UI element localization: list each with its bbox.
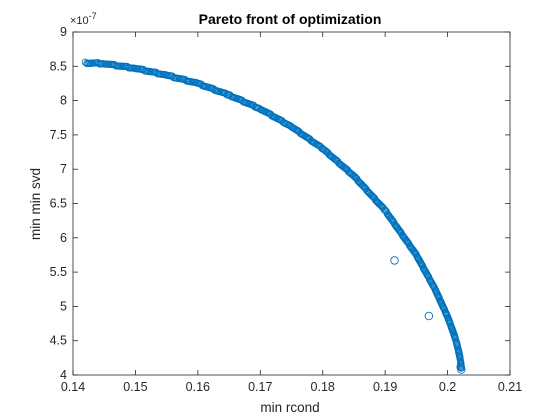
y-tick-label: 4.5 [50,334,67,348]
y-tick-label: 4 [60,368,67,382]
data-markers [81,58,466,374]
front-point [368,192,376,200]
front-point [351,173,360,182]
x-tick-label: 0.18 [311,380,335,394]
outlier-point [390,256,399,265]
outlier-point [424,311,434,321]
x-tick-label: 0.15 [123,380,147,394]
y-tick-label: 7 [60,162,67,176]
y-tick-label: 7.5 [50,128,67,142]
y-axis-label: min min svd [28,168,43,240]
front-point [377,202,385,210]
x-tick-label: 0.19 [373,380,397,394]
front-point [341,164,349,172]
y-tick-label: 8 [60,94,67,108]
axes-box [72,31,511,376]
y-axis-exponent-base: ×10 [70,15,89,27]
front-point [221,89,230,97]
x-tick-label: 0.16 [186,380,210,394]
front-point [209,85,217,93]
x-axis-label: min rcond [260,400,319,415]
y-tick-label: 5 [60,299,67,313]
y-tick-label: 6.5 [50,197,67,211]
outlier-point [457,365,466,374]
y-tick-label: 9 [60,25,67,39]
y-axis-ticks: 4 4.5 5 5.5 6 6.5 7 7.5 8 8.5 9 [50,25,510,382]
front-point [351,173,359,181]
y-tick-label: 5.5 [50,265,67,279]
front-point [359,182,368,190]
front-point [331,155,339,163]
y-axis-exponent-power: -7 [89,11,97,21]
front-point [369,193,377,201]
plot-area [72,31,511,376]
x-tick-label: 0.21 [498,380,522,394]
chart-title: Pareto front of optimization [199,11,382,27]
y-axis-exponent: ×10-7 [70,11,97,27]
x-tick-label: 0.17 [248,380,272,394]
front-point [321,147,329,155]
x-axis-ticks: 0.14 0.15 0.16 0.17 0.18 0.19 0.2 0.21 [61,32,522,394]
y-tick-label: 6 [60,231,67,245]
front-point [197,80,205,88]
y-tick-label: 8.5 [50,59,67,73]
front-point [360,183,368,191]
x-tick-label: 0.2 [439,380,456,394]
x-tick-label: 0.14 [61,380,85,394]
front-point [429,282,437,290]
